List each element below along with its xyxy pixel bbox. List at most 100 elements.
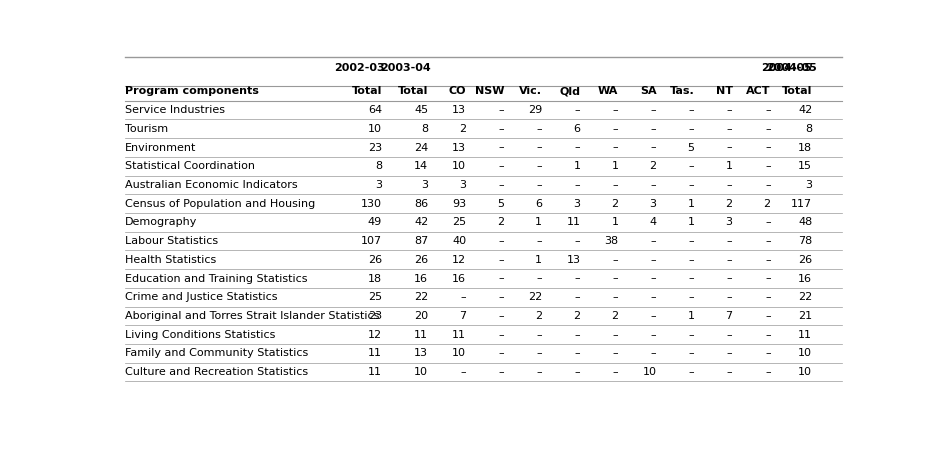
Text: 23: 23 [368, 311, 382, 321]
Text: 10: 10 [799, 348, 812, 358]
Text: 6: 6 [573, 124, 581, 134]
Text: 10: 10 [799, 367, 812, 377]
Text: 64: 64 [368, 105, 382, 115]
Text: 1: 1 [612, 217, 618, 227]
Text: –: – [689, 274, 695, 284]
Text: 11: 11 [452, 330, 466, 340]
Text: 8: 8 [421, 124, 429, 134]
Text: 11: 11 [566, 217, 581, 227]
Text: 87: 87 [414, 236, 429, 246]
Text: 38: 38 [604, 236, 618, 246]
Text: –: – [650, 124, 656, 134]
Text: –: – [575, 105, 581, 115]
Text: 2: 2 [612, 199, 618, 209]
Text: Total: Total [397, 86, 429, 96]
Text: 15: 15 [799, 161, 812, 171]
Text: 26: 26 [414, 255, 429, 265]
Text: 11: 11 [368, 367, 382, 377]
Text: 1: 1 [612, 161, 618, 171]
Text: –: – [498, 236, 504, 246]
Text: –: – [613, 274, 618, 284]
Text: –: – [498, 274, 504, 284]
Text: –: – [727, 236, 733, 246]
Text: 14: 14 [414, 161, 429, 171]
Text: –: – [575, 348, 581, 358]
Text: 12: 12 [452, 255, 466, 265]
Text: 3: 3 [726, 217, 733, 227]
Text: –: – [613, 255, 618, 265]
Text: –: – [689, 236, 695, 246]
Text: –: – [461, 292, 466, 302]
Text: –: – [765, 105, 770, 115]
Text: 23: 23 [368, 143, 382, 153]
Text: 21: 21 [799, 311, 812, 321]
Text: 2: 2 [649, 161, 656, 171]
Text: 10: 10 [643, 367, 656, 377]
Text: Health Statistics: Health Statistics [126, 255, 216, 265]
Text: –: – [765, 255, 770, 265]
Text: –: – [689, 255, 695, 265]
Text: –: – [765, 180, 770, 190]
Text: 1: 1 [573, 161, 581, 171]
Text: Environment: Environment [126, 143, 196, 153]
Text: –: – [461, 367, 466, 377]
Text: 93: 93 [452, 199, 466, 209]
Text: ACT: ACT [746, 86, 770, 96]
Text: 2002-03: 2002-03 [334, 63, 384, 73]
Text: 2: 2 [612, 311, 618, 321]
Text: –: – [727, 367, 733, 377]
Text: 86: 86 [414, 199, 429, 209]
Text: –: – [650, 311, 656, 321]
Text: –: – [650, 292, 656, 302]
Text: Aboriginal and Torres Strait Islander Statistics: Aboriginal and Torres Strait Islander St… [126, 311, 379, 321]
Text: –: – [537, 274, 543, 284]
Text: CO: CO [448, 86, 466, 96]
Text: SA: SA [640, 86, 656, 96]
Text: –: – [575, 180, 581, 190]
Text: 10: 10 [414, 367, 429, 377]
Text: 11: 11 [799, 330, 812, 340]
Text: 22: 22 [798, 292, 812, 302]
Text: –: – [575, 143, 581, 153]
Text: 26: 26 [368, 255, 382, 265]
Text: –: – [498, 330, 504, 340]
Text: Vic.: Vic. [519, 86, 543, 96]
Text: 2: 2 [725, 199, 733, 209]
Text: –: – [689, 367, 695, 377]
Text: –: – [727, 180, 733, 190]
Text: Qld: Qld [560, 86, 581, 96]
Text: –: – [765, 143, 770, 153]
Text: –: – [765, 311, 770, 321]
Text: 5: 5 [687, 143, 695, 153]
Text: 25: 25 [452, 217, 466, 227]
Text: –: – [650, 255, 656, 265]
Text: 13: 13 [452, 143, 466, 153]
Text: 2: 2 [535, 311, 543, 321]
Text: 78: 78 [798, 236, 812, 246]
Text: 117: 117 [791, 199, 812, 209]
Text: Australian Economic Indicators: Australian Economic Indicators [126, 180, 298, 190]
Text: Crime and Justice Statistics: Crime and Justice Statistics [126, 292, 278, 302]
Text: 107: 107 [361, 236, 382, 246]
Text: 29: 29 [528, 105, 543, 115]
Text: 8: 8 [375, 161, 382, 171]
Text: WA: WA [598, 86, 618, 96]
Text: –: – [650, 180, 656, 190]
Text: 49: 49 [368, 217, 382, 227]
Text: –: – [689, 124, 695, 134]
Text: Culture and Recreation Statistics: Culture and Recreation Statistics [126, 367, 309, 377]
Text: –: – [765, 330, 770, 340]
Text: –: – [613, 330, 618, 340]
Text: 12: 12 [368, 330, 382, 340]
Text: –: – [765, 292, 770, 302]
Text: –: – [575, 367, 581, 377]
Text: –: – [613, 292, 618, 302]
Text: 24: 24 [414, 143, 429, 153]
Text: –: – [575, 292, 581, 302]
Text: Census of Population and Housing: Census of Population and Housing [126, 199, 315, 209]
Text: 1: 1 [687, 311, 695, 321]
Text: –: – [689, 348, 695, 358]
Text: –: – [765, 161, 770, 171]
Text: 2003-04: 2003-04 [379, 63, 430, 73]
Text: 1: 1 [687, 217, 695, 227]
